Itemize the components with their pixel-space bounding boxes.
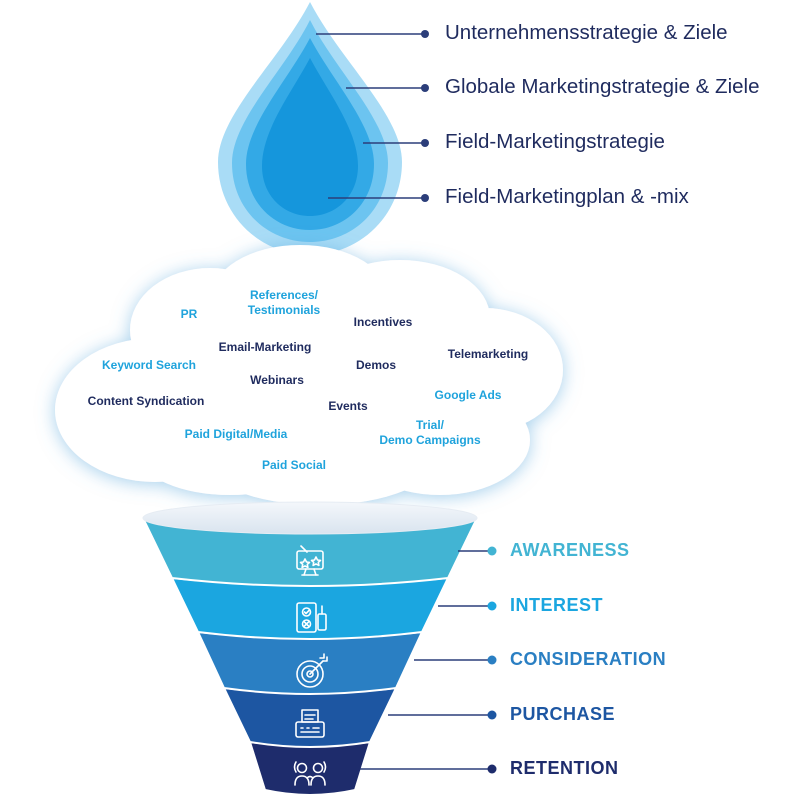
cloud bbox=[55, 245, 563, 505]
mix-tag-google-ads: Google Ads bbox=[434, 388, 502, 402]
mix-tag-webinars: Webinars bbox=[250, 373, 304, 387]
drop-connector-dot-3 bbox=[421, 139, 429, 147]
stage-label-awareness: AWARENESS bbox=[510, 540, 630, 560]
monitor-stars-icon bbox=[296, 545, 324, 576]
drop-connector-dot-2 bbox=[421, 84, 429, 92]
funnel-band-consideration bbox=[196, 630, 424, 695]
drop-layer-4 bbox=[262, 58, 358, 216]
stage-label-retention: RETENTION bbox=[510, 758, 619, 778]
funnel-band-interest bbox=[170, 576, 450, 640]
mix-tag-content-syndication: Content Syndication bbox=[87, 394, 205, 408]
mix-tag-references: References/ Testimonials bbox=[247, 288, 321, 317]
stage-label-consideration: CONSIDERATION bbox=[510, 649, 667, 669]
drop-connector-dot-1 bbox=[421, 30, 429, 38]
mix-tag-paid-social: Paid Social bbox=[261, 458, 327, 472]
funnel-icons bbox=[293, 545, 328, 786]
water-drop bbox=[218, 2, 402, 255]
mix-tag-demos: Demos bbox=[355, 358, 397, 372]
cash-register-icon bbox=[295, 709, 325, 738]
target-icon bbox=[296, 653, 328, 688]
mix-tag-trial-demo-campaigns: Trial/ Demo Campaigns bbox=[379, 418, 481, 447]
mix-tag-telemarketing: Telemarketing bbox=[447, 347, 529, 361]
drop-connectors bbox=[316, 30, 429, 202]
funnel-band-purchase bbox=[222, 686, 398, 748]
funnel-band-retention bbox=[248, 740, 372, 796]
strategy-label-2: Globale Marketingstrategie & Ziele bbox=[445, 75, 760, 98]
stage-connector-dot-retention bbox=[487, 764, 497, 774]
drop-connector-dot-4 bbox=[421, 194, 429, 202]
stage-connector-dot-awareness bbox=[487, 546, 497, 556]
mix-tag-keyword-search: Keyword Search bbox=[101, 358, 197, 372]
stage-connector-dot-consideration bbox=[487, 655, 497, 665]
mix-tag-events: Events bbox=[328, 399, 368, 413]
mix-tag-paid-digital-media: Paid Digital/Media bbox=[184, 427, 288, 441]
stage-connectors bbox=[360, 546, 497, 774]
stage-label-purchase: PURCHASE bbox=[510, 704, 616, 724]
checklist-phone-icon bbox=[296, 602, 327, 633]
funnel bbox=[141, 501, 479, 796]
strategy-label-1: Unternehmensstrategie & Ziele bbox=[445, 21, 728, 44]
mix-tag-pr: PR bbox=[180, 307, 198, 321]
stage-connector-dot-purchase bbox=[487, 710, 497, 720]
mix-tag-incentives: Incentives bbox=[353, 315, 413, 329]
people-icon bbox=[293, 761, 327, 786]
stage-label-interest: INTEREST bbox=[510, 595, 604, 615]
mix-tag-email-marketing: Email-Marketing bbox=[218, 340, 312, 354]
strategy-label-4: Field-Marketingplan & -mix bbox=[445, 185, 689, 208]
stage-connector-dot-interest bbox=[487, 601, 497, 611]
strategy-label-3: Field-Marketingstrategie bbox=[445, 130, 665, 153]
funnel-rim bbox=[142, 501, 478, 535]
